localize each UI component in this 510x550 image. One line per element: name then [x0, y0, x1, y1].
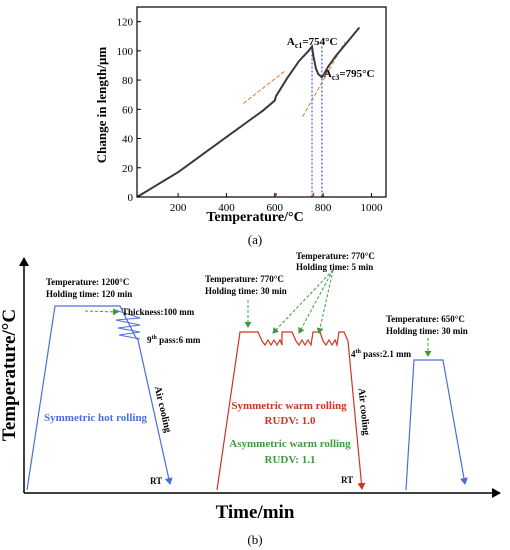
y-axis-title: Temperature/°C: [0, 309, 20, 441]
y-tick-label-120: 120: [117, 17, 134, 29]
hot-rolling-profile: Temperature: 1200°C Holding time: 120 mi…: [26, 277, 201, 491]
hot-temperature: Temperature: 1200°C: [46, 277, 129, 287]
x-axis-label: Temperature/°C: [206, 210, 303, 225]
hot-thickness: Thickness:100 mm: [122, 307, 195, 317]
warm-rolling-path: [216, 331, 349, 491]
x-tick-label-400: 400: [218, 202, 235, 214]
symmetric-warm-mode: Symmetric warm rolling: [231, 400, 347, 412]
transformation-markers: [311, 46, 323, 197]
warm-temperature-a: Temperature: 770°C: [205, 274, 284, 284]
asymmetric-warm-rudv: RUDV: 1.1: [265, 454, 316, 466]
annealing-path: [405, 359, 468, 491]
critical-temperature-labels: Ac1=754°C Ac3=795°C: [287, 36, 375, 82]
dilatometry-chart: 200 400 600 800 1000 0 20 40 60 80 100 120 Ac1=754…: [94, 6, 387, 247]
warm-final-pass: 4th pass:2.1 mm: [351, 349, 412, 359]
warm-air-cooling: Air cooling: [356, 388, 372, 436]
annotation-c3: Ac3=795°C: [324, 68, 375, 82]
anneal-temperature: Temperature: 650°C: [386, 314, 465, 324]
panel-a-label: (a): [248, 232, 262, 247]
y-tick-label-80: 80: [122, 75, 134, 87]
x-tick-label-200: 200: [170, 202, 187, 214]
warm-intermediate-arrow-1: [272, 269, 334, 334]
processing-schedule: Temperature/°C Time/min (b) Temperature:…: [0, 251, 501, 547]
y-axis-ticks: 0 20 40 60 80 100 120: [117, 17, 141, 204]
red-tick-marks: [275, 193, 315, 196]
warm-intermediate-arrow-3: [316, 269, 334, 334]
warm-rt: RT: [341, 475, 353, 485]
hot-final-pass: 9th pass:6 mm: [147, 335, 201, 345]
warm-holding-b: Holding time: 5 min: [296, 262, 373, 272]
annealing-profile: Temperature: 650°C Holding time: 30 min: [386, 314, 468, 491]
tangent-line-2: [302, 41, 346, 117]
hot-air-cooling: Air cooling: [152, 385, 173, 434]
y-tick-label-40: 40: [122, 134, 134, 146]
warm-rolling-profile: Temperature: 770°C Holding time: 30 min …: [205, 251, 412, 491]
annotation-c1: Ac1=754°C: [287, 36, 338, 50]
panel-b-label: (b): [247, 532, 262, 547]
y-tick-label-100: 100: [117, 46, 134, 58]
x-tick-label-800: 800: [315, 202, 332, 214]
hot-rolling-passes: [114, 309, 141, 340]
x-tick-label-1000: 1000: [360, 202, 383, 214]
y-tick-label-0: 0: [128, 192, 134, 204]
x-axis-title: Time/min: [216, 502, 295, 523]
hot-holding-time: Holding time: 120 min: [46, 289, 132, 299]
anneal-holding-time: Holding time: 30 min: [386, 326, 468, 336]
y-axis-label: Change in length/μm: [94, 47, 109, 164]
asymmetric-warm-mode: Asymmetric warm rolling: [229, 438, 351, 450]
warm-intermediate-arrow-2: [298, 269, 334, 334]
hot-rolling-mode: Symmetric hot rolling: [44, 412, 148, 424]
tangent-line-1: [243, 70, 285, 104]
hot-cooling-path: [137, 339, 173, 485]
x-axis-ticks: 200 400 600 800 1000: [170, 193, 383, 214]
thickness-arrow: [84, 308, 119, 316]
x-tick-label-600: 600: [267, 202, 284, 214]
y-tick-label-60: 60: [122, 104, 134, 116]
hot-rt: RT: [150, 476, 162, 486]
plot-frame: [136, 6, 387, 198]
tangent-lines: [243, 41, 346, 117]
hot-rolling-path: [26, 305, 139, 491]
warm-temperature-b: Temperature: 770°C: [296, 251, 375, 261]
warm-cooling-path: [347, 340, 366, 490]
y-tick-label-20: 20: [122, 163, 134, 175]
warm-holding-a: Holding time: 30 min: [205, 286, 287, 296]
dilation-curve: [136, 26, 361, 198]
symmetric-warm-rudv: RUDV: 1.0: [265, 415, 316, 427]
